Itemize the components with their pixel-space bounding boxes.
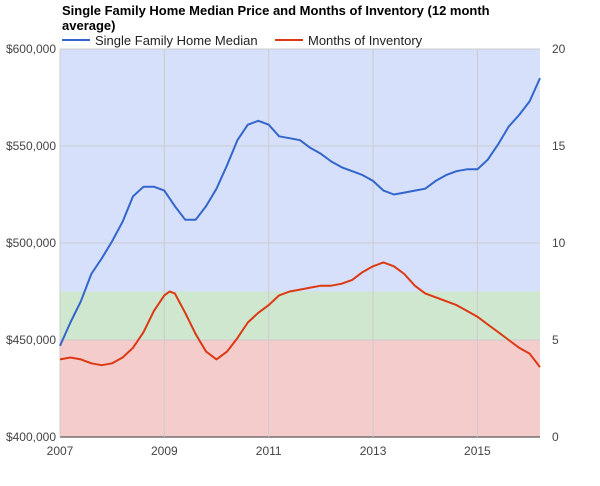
legend-label-median-price: Single Family Home Median [95,33,258,48]
background-band-1 [60,291,540,340]
y-left-tick-label-3: $550,000 [6,139,56,153]
series-line-months-of-inventory [59,261,541,368]
legend-item-median-price[interactable]: Single Family Home Median [62,33,258,49]
y-left-tick-label-2: $500,000 [6,236,56,250]
legend-swatch-median-price [62,38,90,41]
x-tick-label-3: 2013 [360,444,387,458]
x-tick-label-0: 2007 [47,444,74,458]
legend-swatch-months-of-inventory [275,38,303,41]
y-left-tick-label-1: $450,000 [6,333,56,347]
y-right-tick-label-4: 20 [552,42,566,56]
y-right-tick-label-0: 0 [552,430,559,444]
background-band-0 [60,340,540,437]
y-left-tick-label-4: $600,000 [6,42,56,56]
series-line-median-price [59,77,541,347]
y-right-tick-label-2: 10 [552,236,566,250]
x-tick-label-4: 2015 [464,444,491,458]
legend-item-months-of-inventory[interactable]: Months of Inventory [275,33,422,49]
legend-label-months-of-inventory: Months of Inventory [308,33,423,48]
y-left-tick-label-0: $400,000 [6,430,56,444]
chart-title: Single Family Home Median Price and Mont… [62,3,490,33]
y-right-tick-label-3: 15 [552,139,566,153]
y-right-tick-label-1: 5 [552,333,559,347]
x-tick-label-1: 2009 [151,444,178,458]
x-tick-label-2: 2011 [256,444,282,458]
